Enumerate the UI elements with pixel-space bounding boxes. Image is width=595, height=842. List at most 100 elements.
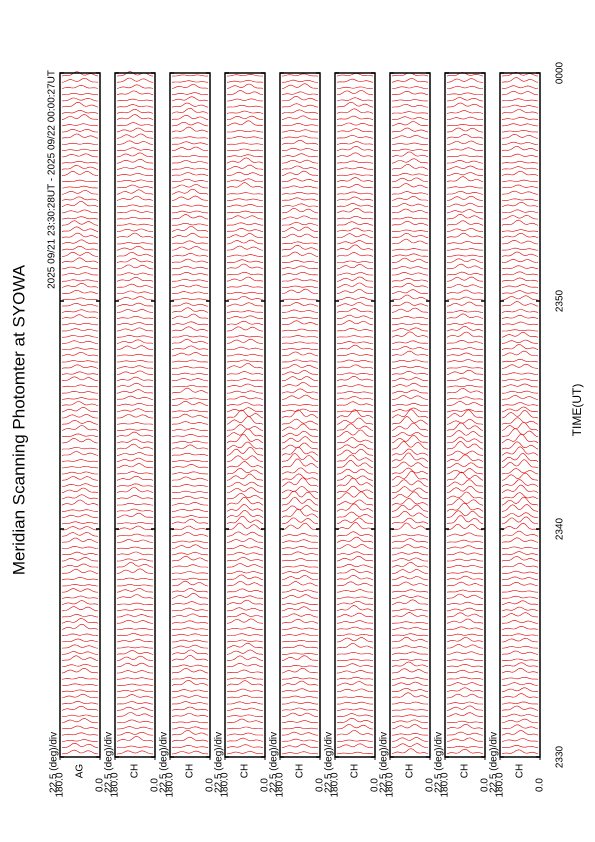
scan-trace: [391, 253, 429, 257]
scan-trace: [501, 556, 539, 562]
scan-trace: [171, 613, 209, 618]
scan-trace: [391, 377, 429, 382]
scan-trace: [336, 260, 374, 263]
scan-trace: [446, 471, 484, 481]
scan-trace: [446, 454, 484, 462]
scan-trace: [226, 538, 264, 543]
scan-trace: [446, 485, 484, 493]
scan-trace: [447, 85, 483, 89]
scan-trace: [116, 568, 154, 574]
scan-trace: [446, 271, 484, 276]
scan-trace: [281, 652, 319, 655]
scan-trace: [501, 705, 539, 711]
scan-trace: [336, 612, 374, 618]
scan-trace: [336, 327, 374, 332]
scan-trace: [281, 473, 319, 481]
scan-trace: [281, 241, 319, 245]
scan-trace: [227, 291, 263, 294]
scan-trace: [391, 409, 429, 419]
scan-trace: [501, 453, 539, 462]
scan-trace: [336, 296, 374, 301]
scan-trace: [226, 446, 264, 456]
scan-trace: [226, 455, 264, 462]
scan-trace: [446, 241, 484, 245]
scan-trace: [281, 83, 319, 89]
scan-trace: [171, 577, 209, 581]
scan-trace: [116, 706, 154, 711]
scan-trace: [281, 517, 319, 525]
scan-trace: [446, 387, 484, 394]
y-tick-label: 0.0: [315, 778, 326, 792]
scan-trace: [391, 491, 429, 500]
scan-trace: [501, 271, 539, 276]
scan-trace: [226, 737, 264, 742]
scan-trace: [446, 409, 484, 419]
scan-trace: [501, 215, 539, 220]
scan-trace: [281, 135, 319, 139]
scan-trace: [336, 216, 374, 220]
scan-trace: [61, 438, 99, 444]
scan-trace: [336, 196, 374, 201]
scan-trace: [281, 288, 319, 294]
scan-trace: [501, 179, 539, 183]
scan-trace: [116, 475, 154, 481]
scan-trace: [171, 366, 209, 369]
scan-trace: [61, 128, 99, 133]
scan-trace: [61, 101, 99, 108]
scan-trace: [171, 223, 209, 226]
chart-title: Meridian Scanning Photomter at SYOWA: [9, 264, 28, 575]
scan-trace: [281, 320, 319, 326]
scan-trace: [501, 693, 539, 699]
scan-trace: [171, 736, 209, 742]
scan-trace: [446, 147, 484, 151]
scan-trace: [171, 141, 209, 145]
scan-trace: [501, 682, 539, 686]
scan-trace: [116, 359, 154, 363]
y-tick-label: 0.0: [425, 778, 436, 792]
scan-trace: [61, 425, 99, 431]
scan-trace: [226, 688, 264, 692]
scan-trace: [391, 232, 429, 239]
scan-trace: [226, 215, 264, 220]
scan-trace: [446, 263, 484, 270]
scan-trace: [501, 219, 539, 226]
scan-trace: [61, 220, 99, 226]
scan-trace: [116, 296, 154, 301]
scan-trace: [116, 189, 154, 195]
scan-trace: [226, 335, 264, 338]
panel-frame: [224, 72, 266, 758]
scan-trace: [61, 364, 99, 369]
scan-trace: [171, 644, 209, 649]
scan-trace: [281, 618, 319, 624]
scan-trace: [116, 503, 154, 506]
scan-trace: [171, 291, 209, 294]
scan-trace: [446, 571, 484, 574]
scan-trace: [281, 581, 319, 587]
scan-trace: [391, 416, 429, 425]
scan-trace: [446, 396, 484, 400]
scan-trace: [446, 618, 484, 624]
scan-trace: [447, 248, 484, 251]
scan-trace: [446, 430, 484, 438]
scan-trace: [281, 720, 319, 724]
scan-trace: [61, 179, 99, 183]
scan-trace: [281, 285, 319, 288]
y-tick-label: 180.0: [440, 772, 451, 797]
scan-trace: [171, 676, 209, 680]
scan-trace: [116, 228, 154, 232]
panel-frame: [114, 72, 156, 758]
scan-trace: [171, 126, 209, 133]
chart-subtitle: 2025 09/21 23:30:28UT - 2025 09/22 00:00…: [47, 70, 58, 289]
scan-trace: [171, 649, 209, 655]
scan-trace: [116, 431, 154, 438]
scan-trace: [116, 731, 154, 736]
scan-trace: [281, 680, 319, 686]
scan-trace: [281, 376, 319, 382]
scan-trace: [226, 744, 264, 748]
scan-trace: [171, 385, 209, 388]
scan-trace: [226, 142, 264, 145]
scan-trace: [171, 378, 209, 382]
scan-trace: [226, 83, 264, 89]
scan-trace: [281, 418, 319, 425]
scan-trace: [61, 563, 99, 568]
